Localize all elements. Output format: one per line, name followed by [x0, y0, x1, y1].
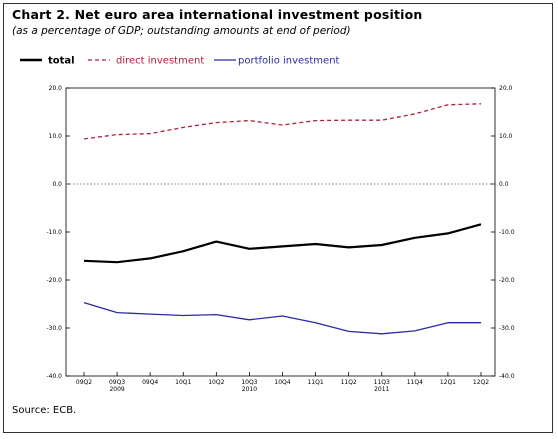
- x-tick-label: 11Q3: [374, 379, 390, 386]
- y-tick-label-left: -40.0: [46, 373, 62, 380]
- x-tick-label: 11Q4: [407, 379, 423, 386]
- legend-label-direct: direct investment: [116, 56, 204, 67]
- x-tick-label: 10Q4: [274, 379, 290, 386]
- x-tick-label: 09Q2: [76, 379, 92, 386]
- y-tick-label-left: 0.0: [52, 181, 62, 188]
- x-tick-label: 11Q2: [341, 379, 357, 386]
- y-tick-label-right: -10.0: [499, 229, 515, 236]
- x-tick-label: 09Q3: [109, 379, 125, 386]
- chart-frame: [3, 3, 553, 433]
- plot-area-border: [65, 87, 496, 377]
- x-tick-label: 09Q4: [142, 379, 158, 386]
- y-tick-label-right: 10.0: [499, 133, 513, 140]
- chart-subtitle: (as a percentage of GDP; outstanding amo…: [12, 25, 351, 37]
- chart-source: Source: ECB.: [12, 405, 77, 416]
- chart-axes: 20.0 20.0 10.0 10.0 0.0 0.0 -10.0 -10.0 -20.0 -20…: [46, 85, 514, 393]
- x-year-label: 2009: [109, 386, 124, 393]
- y-tick-label-right: 0.0: [499, 181, 509, 188]
- x-tick-label: 10Q3: [241, 379, 257, 386]
- series-line-portfolio: [83, 301, 481, 335]
- legend-label-portfolio: portfolio investment: [238, 56, 340, 67]
- chart-title: Chart 2. Net euro area international inv…: [12, 7, 423, 22]
- x-year-label: 2011: [374, 386, 389, 393]
- chart-legend: total direct investment portfolio investme…: [20, 56, 340, 67]
- y-tick-label-right: 20.0: [499, 85, 513, 92]
- y-tick-label-left: 20.0: [49, 85, 63, 92]
- x-tick-label: 10Q2: [208, 379, 224, 386]
- y-tick-label-left: -30.0: [46, 325, 62, 332]
- y-tick-label-right: -30.0: [499, 325, 515, 332]
- chart-series: [83, 103, 482, 335]
- y-tick-label-right: -20.0: [499, 277, 515, 284]
- legend-label-total: total: [48, 56, 75, 67]
- y-tick-label-left: -10.0: [46, 229, 62, 236]
- x-tick-label: 11Q1: [307, 379, 323, 386]
- series-line-total: [83, 223, 482, 264]
- y-tick-label-left: 10.0: [49, 133, 63, 140]
- x-tick-label: 12Q1: [440, 379, 456, 386]
- y-tick-label-right: -40.0: [499, 373, 515, 380]
- x-tick-label: 12Q2: [473, 379, 489, 386]
- x-tick-label: 10Q1: [175, 379, 191, 386]
- y-tick-label-left: -20.0: [46, 277, 62, 284]
- series-line-direct: [83, 103, 482, 140]
- x-year-label: 2010: [242, 386, 257, 393]
